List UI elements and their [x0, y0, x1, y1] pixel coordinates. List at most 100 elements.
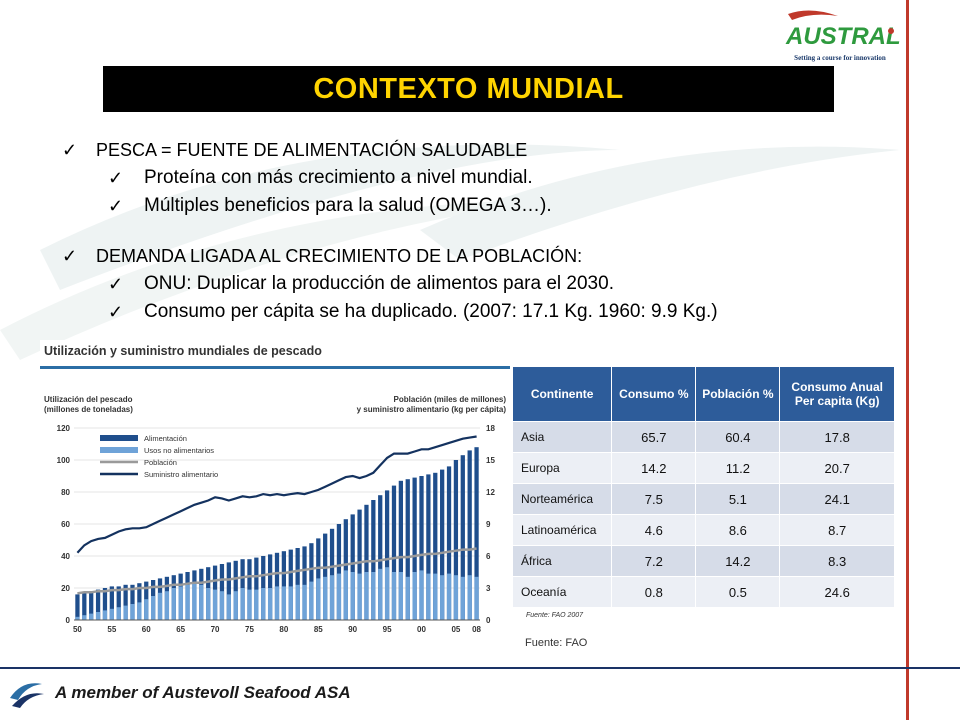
- bar-alimentacion: [226, 562, 231, 620]
- table-row: Latinoamérica 4.6 8.6 8.7: [511, 514, 895, 546]
- bullet-text: Múltiples beneficios para la salud (OMEG…: [144, 195, 552, 216]
- y2-axis-title: y suministro alimentario (kg per cápita): [357, 405, 507, 414]
- table-cell: 5.1: [695, 483, 781, 515]
- table-cell: 20.7: [779, 452, 895, 484]
- footer-rule: [0, 667, 960, 669]
- table-cell: 65.7: [611, 421, 697, 453]
- bar-alimentacion: [309, 543, 314, 620]
- bar-usos-no-alimentarios: [336, 573, 342, 620]
- bar-alimentacion: [137, 583, 142, 620]
- legend-swatch: [100, 435, 138, 441]
- table-header-cell: Consumo %: [611, 366, 697, 422]
- y2-tick-label: 3: [486, 584, 491, 593]
- austral-logo: AUSTRAL Setting a course for innovation: [780, 6, 901, 68]
- bar-usos-no-alimentarios: [412, 572, 417, 620]
- table-cell: Asia: [511, 421, 613, 453]
- bar-usos-no-alimentarios: [226, 594, 231, 620]
- bar-alimentacion: [95, 589, 101, 620]
- y2-tick-label: 18: [486, 424, 495, 433]
- bar-usos-no-alimentarios: [95, 612, 101, 620]
- table-cell: 7.2: [611, 545, 697, 577]
- checkmark-icon: ✓: [108, 302, 124, 322]
- right-accent-rule: [906, 0, 909, 720]
- bar-alimentacion: [357, 509, 362, 620]
- bar-usos-no-alimentarios: [130, 604, 135, 620]
- bar-alimentacion: [467, 450, 472, 620]
- bar-usos-no-alimentarios: [419, 570, 424, 620]
- checkmark-icon: ✓: [108, 274, 124, 294]
- sub-bullet-item: ✓ Consumo per cápita se ha duplicado. (20…: [60, 298, 880, 326]
- bar-usos-no-alimentarios: [185, 584, 190, 620]
- austevoll-logo-icon: [10, 683, 44, 708]
- bar-usos-no-alimentarios: [123, 605, 128, 620]
- bar-usos-no-alimentarios: [240, 588, 245, 620]
- y-tick-label: 100: [57, 456, 71, 465]
- table-cell: 24.1: [779, 483, 895, 515]
- logo-tagline: Setting a course for innovation: [794, 54, 886, 62]
- bar-alimentacion: [453, 460, 459, 620]
- bar-usos-no-alimentarios: [75, 616, 80, 620]
- legend-label: Población: [144, 458, 177, 467]
- table-cell: 60.4: [695, 421, 781, 453]
- table-header-row: Continente Consumo % Población % Consumo…: [511, 366, 895, 422]
- fish-utilization-chart: Utilización y suministro mundiales de pe…: [40, 340, 510, 640]
- x-tick-label: 55: [107, 625, 116, 634]
- bar-alimentacion: [267, 554, 273, 620]
- bar-usos-no-alimentarios: [295, 584, 300, 620]
- bar-alimentacion: [247, 559, 252, 620]
- bar-alimentacion: [391, 485, 397, 620]
- bar-usos-no-alimentarios: [192, 583, 197, 620]
- bar-usos-no-alimentarios: [391, 572, 397, 620]
- bar-alimentacion: [343, 519, 348, 620]
- legend-swatch: [100, 447, 138, 453]
- y2-tick-label: 15: [486, 456, 495, 465]
- bar-alimentacion: [440, 469, 445, 620]
- table-row: Norteamérica 7.5 5.1 24.1: [511, 483, 895, 515]
- footer-text: A member of Austevoll Seafood ASA: [55, 683, 351, 702]
- bar-usos-no-alimentarios: [261, 588, 266, 620]
- y2-tick-label: 9: [486, 520, 491, 529]
- legend-label: Suministro alimentario: [144, 470, 218, 479]
- x-tick-label: 08: [472, 625, 481, 634]
- consumption-table-panel: Continente Consumo % Población % Consumo…: [511, 366, 897, 628]
- bar-usos-no-alimentarios: [378, 568, 383, 620]
- bar-alimentacion: [398, 480, 403, 620]
- bar-alimentacion: [123, 584, 128, 620]
- checkmark-icon: ✓: [108, 168, 124, 188]
- consumption-table: Continente Consumo % Población % Consumo…: [511, 366, 895, 608]
- x-tick-label: 65: [176, 625, 185, 634]
- bullet-item: ✓ DEMANDA LIGADA AL CRECIMIENTO DE LA POB…: [60, 242, 880, 270]
- table-row: Oceanía 0.8 0.5 24.6: [511, 576, 895, 608]
- bar-usos-no-alimentarios: [254, 589, 259, 620]
- bar-usos-no-alimentarios: [446, 573, 452, 620]
- table-header-cell: Consumo Anual Per capita (Kg): [779, 366, 895, 422]
- bar-alimentacion: [288, 549, 293, 620]
- bullet-item: ✓ PESCA = FUENTE DE ALIMENTACIÓN SALUDABL…: [60, 136, 880, 164]
- x-tick-label: 85: [314, 625, 323, 634]
- bar-usos-no-alimentarios: [219, 591, 225, 620]
- title-bar: CONTEXTO MUNDIAL: [103, 66, 834, 112]
- bullet-text: DEMANDA LIGADA AL CRECIMIENTO DE LA POBL…: [96, 246, 583, 266]
- y-tick-label: 80: [61, 488, 70, 497]
- bullet-text: ONU: Duplicar la producción de alimentos…: [144, 273, 614, 294]
- y2-tick-label: 0: [486, 616, 491, 625]
- bar-alimentacion: [474, 447, 479, 620]
- bar-usos-no-alimentarios: [102, 610, 108, 620]
- checkmark-icon: ✓: [62, 140, 78, 160]
- chart-title: Utilización y suministro mundiales de pe…: [44, 344, 322, 358]
- bar-usos-no-alimentarios: [206, 588, 211, 620]
- bar-alimentacion: [426, 474, 431, 620]
- table-cell: 8.3: [779, 545, 895, 577]
- table-cell: África: [511, 545, 613, 577]
- source-note: Fuente: FAO: [525, 637, 588, 649]
- bar-usos-no-alimentarios: [212, 589, 218, 620]
- bar-alimentacion: [323, 533, 328, 620]
- bar-usos-no-alimentarios: [357, 573, 362, 620]
- y2-axis-title: Población (miles de millones): [394, 395, 507, 404]
- slide-title: CONTEXTO MUNDIAL: [313, 72, 624, 105]
- bar-alimentacion: [384, 490, 390, 620]
- bar-alimentacion: [419, 476, 424, 620]
- bar-alimentacion: [102, 588, 108, 620]
- table-header-cell: Continente: [511, 366, 613, 422]
